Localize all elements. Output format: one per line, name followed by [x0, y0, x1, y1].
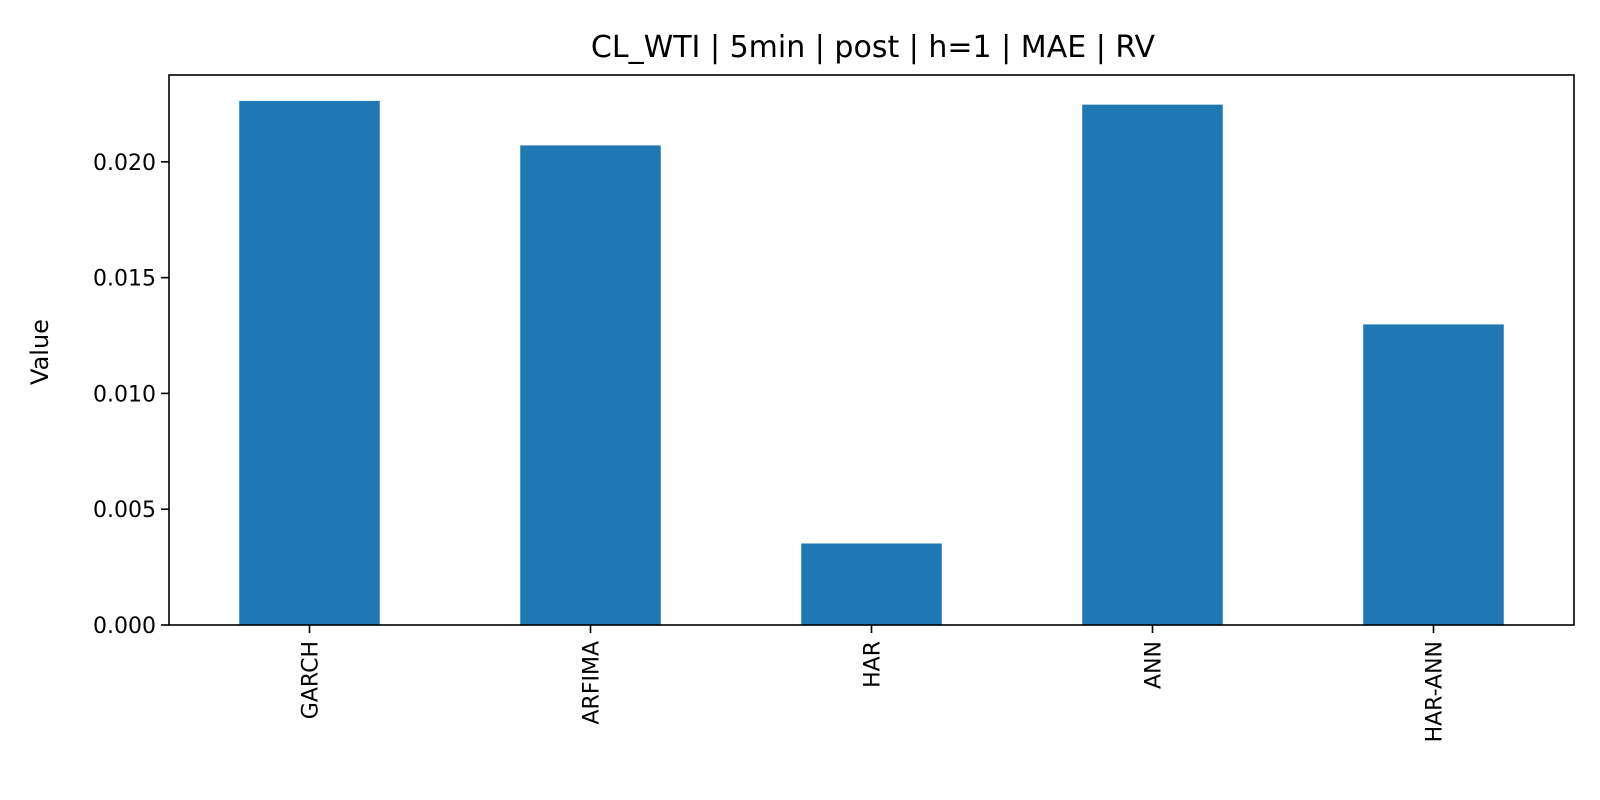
bars-group [239, 100, 1504, 626]
y-tick-label: 0.000 [93, 614, 156, 639]
x-tick-label: ARFIMA [580, 641, 605, 725]
chart-title: CL_WTI | 5min | post | h=1 | MAE | RV [591, 30, 1156, 65]
x-tick-label: HAR-ANN [1423, 641, 1448, 742]
bar-har [801, 543, 942, 625]
y-axis-label: Value [26, 319, 54, 385]
x-tick-label: HAR [861, 641, 886, 688]
bar-arfima [520, 145, 661, 625]
y-tick-label: 0.015 [93, 267, 156, 292]
bar-har-ann [1363, 324, 1504, 625]
y-axis-ticks: 0.000 0.005 0.010 0.015 0.020 [93, 151, 169, 639]
bar-ann [1082, 104, 1223, 626]
x-tick-label: GARCH [299, 641, 324, 719]
x-axis-ticks: GARCH ARFIMA HAR ANN HAR-ANN [299, 625, 1448, 742]
x-tick-label: ANN [1142, 641, 1167, 689]
plot-area-frame [168, 74, 1575, 626]
y-tick-label: 0.020 [93, 151, 156, 176]
y-tick-label: 0.005 [93, 498, 156, 523]
y-tick-label: 0.010 [93, 382, 156, 407]
bar-garch [239, 100, 380, 626]
